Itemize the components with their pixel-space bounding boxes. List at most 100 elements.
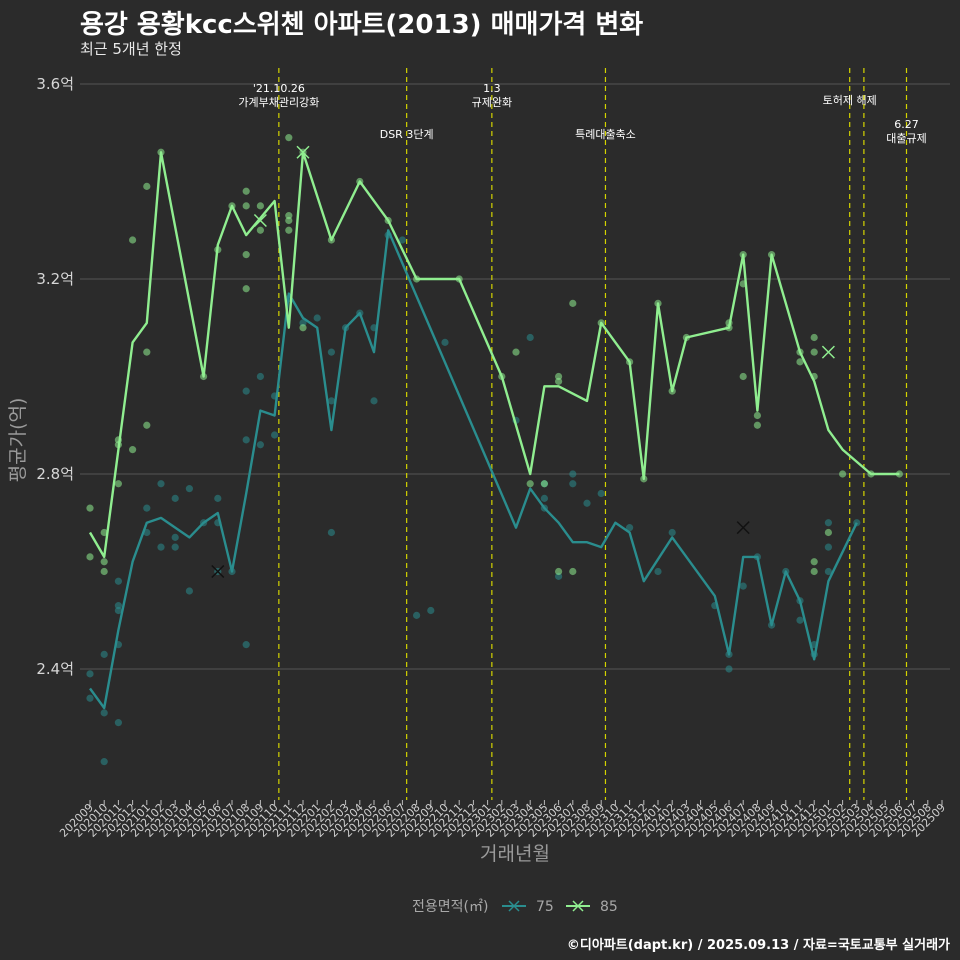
legend-key-marker-85	[572, 900, 584, 912]
event-label: 6.27 대출규제	[886, 118, 926, 145]
event-label-line: 토허제 해제	[823, 93, 877, 107]
data-point-75	[441, 338, 449, 346]
data-point-75	[86, 670, 94, 678]
data-point-75	[100, 650, 108, 658]
data-point-85	[256, 202, 264, 210]
data-point-75	[327, 348, 335, 356]
data-point-75	[256, 372, 264, 381]
data-point-85	[100, 567, 108, 576]
data-point-75	[398, 236, 406, 244]
data-point-85	[839, 470, 847, 478]
data-point-75	[171, 533, 179, 541]
data-point-85	[100, 558, 108, 566]
y-axis-title: 평균가(억)	[7, 398, 29, 483]
data-point-75	[654, 567, 662, 576]
data-point-75	[824, 519, 833, 527]
event-label: '21.10.26 가계부채관리강화	[238, 82, 319, 109]
data-point-75	[157, 543, 165, 551]
data-point-75	[626, 524, 634, 532]
data-point-75	[256, 441, 264, 449]
data-point-85	[540, 480, 549, 488]
data-point-75	[100, 709, 108, 717]
data-point-85	[753, 421, 762, 429]
event-label-line: DSR 3단계	[380, 128, 434, 141]
data-point-85	[129, 236, 137, 244]
data-point-85	[555, 372, 563, 381]
data-point-75	[171, 543, 179, 551]
series-line-85	[88, 151, 900, 559]
data-point-85	[796, 358, 804, 366]
data-point-85	[285, 134, 293, 142]
data-point-75	[100, 758, 108, 766]
data-point-85	[129, 446, 137, 454]
event-label: 특례대출축소	[575, 128, 636, 141]
event-label-line: 특례대출축소	[575, 128, 636, 141]
data-point-85	[285, 212, 293, 220]
x-marker-75	[736, 521, 750, 535]
data-point-75	[725, 665, 733, 673]
data-point-75	[583, 499, 591, 507]
data-point-75	[413, 611, 421, 619]
y-tick-label: 3.2억	[36, 270, 74, 288]
data-point-75	[668, 528, 676, 537]
legend-key-marker-75	[508, 900, 520, 912]
legend-label-85: 85	[600, 899, 618, 915]
data-point-85	[242, 187, 250, 195]
x-marker-75	[211, 564, 225, 579]
data-point-75	[526, 333, 534, 342]
data-point-75	[114, 602, 122, 610]
data-point-85	[86, 504, 94, 512]
data-point-75	[739, 582, 747, 590]
data-point-75	[157, 480, 165, 488]
data-point-75	[185, 587, 193, 595]
data-point-85	[114, 480, 122, 488]
data-point-75	[171, 494, 179, 502]
data-point-85	[810, 558, 818, 566]
y-tick-label: 2.4억	[36, 660, 74, 678]
data-point-75	[370, 397, 378, 405]
event-label: 토허제 해제	[823, 93, 877, 107]
series-line-75	[89, 229, 858, 710]
event-label-line: '21.10.26	[253, 82, 305, 95]
y-tick-label: 2.8억	[36, 465, 74, 483]
event-label-line: 가계부채관리강화	[238, 96, 319, 109]
event-label-line: 6.27	[894, 118, 919, 131]
data-point-75	[242, 436, 250, 444]
data-point-75	[214, 494, 222, 502]
event-label-line: 규제완화	[472, 96, 512, 109]
legend-title: 전용면적(㎡)	[412, 899, 488, 915]
data-point-85	[569, 567, 577, 576]
data-point-85	[242, 202, 250, 210]
data-point-85	[143, 348, 151, 356]
data-point-75	[185, 485, 193, 493]
data-point-85	[512, 348, 520, 356]
data-point-75	[242, 641, 250, 649]
y-tick-label: 3.6억	[36, 75, 74, 93]
data-point-85	[739, 372, 747, 381]
data-point-75	[271, 431, 279, 439]
data-point-75	[569, 470, 577, 478]
data-point-75	[327, 528, 335, 537]
data-point-85	[242, 285, 250, 293]
x-marker-85	[821, 345, 835, 359]
data-point-75	[569, 480, 577, 488]
data-point-75	[796, 616, 804, 624]
data-point-85	[143, 182, 151, 190]
data-point-75	[114, 719, 122, 727]
data-point-75	[597, 489, 605, 498]
data-point-85	[285, 226, 293, 234]
data-point-75	[242, 387, 250, 395]
chart-title: 용강 용황kcc스위첸 아파트(2013) 매매가격 변화	[80, 10, 644, 40]
chart-caption: ©디아파트(dapt.kr) / 2025.09.13 / 자료=국토교통부 실…	[566, 938, 950, 953]
event-label-line: 1.3	[483, 82, 501, 95]
data-point-85	[810, 567, 818, 576]
data-point-75	[427, 606, 435, 615]
data-point-85	[810, 333, 818, 342]
data-point-85	[569, 299, 577, 307]
x-marker-85	[253, 213, 267, 228]
data-point-75	[313, 314, 321, 322]
data-point-85	[299, 324, 307, 332]
data-point-75	[114, 577, 122, 585]
